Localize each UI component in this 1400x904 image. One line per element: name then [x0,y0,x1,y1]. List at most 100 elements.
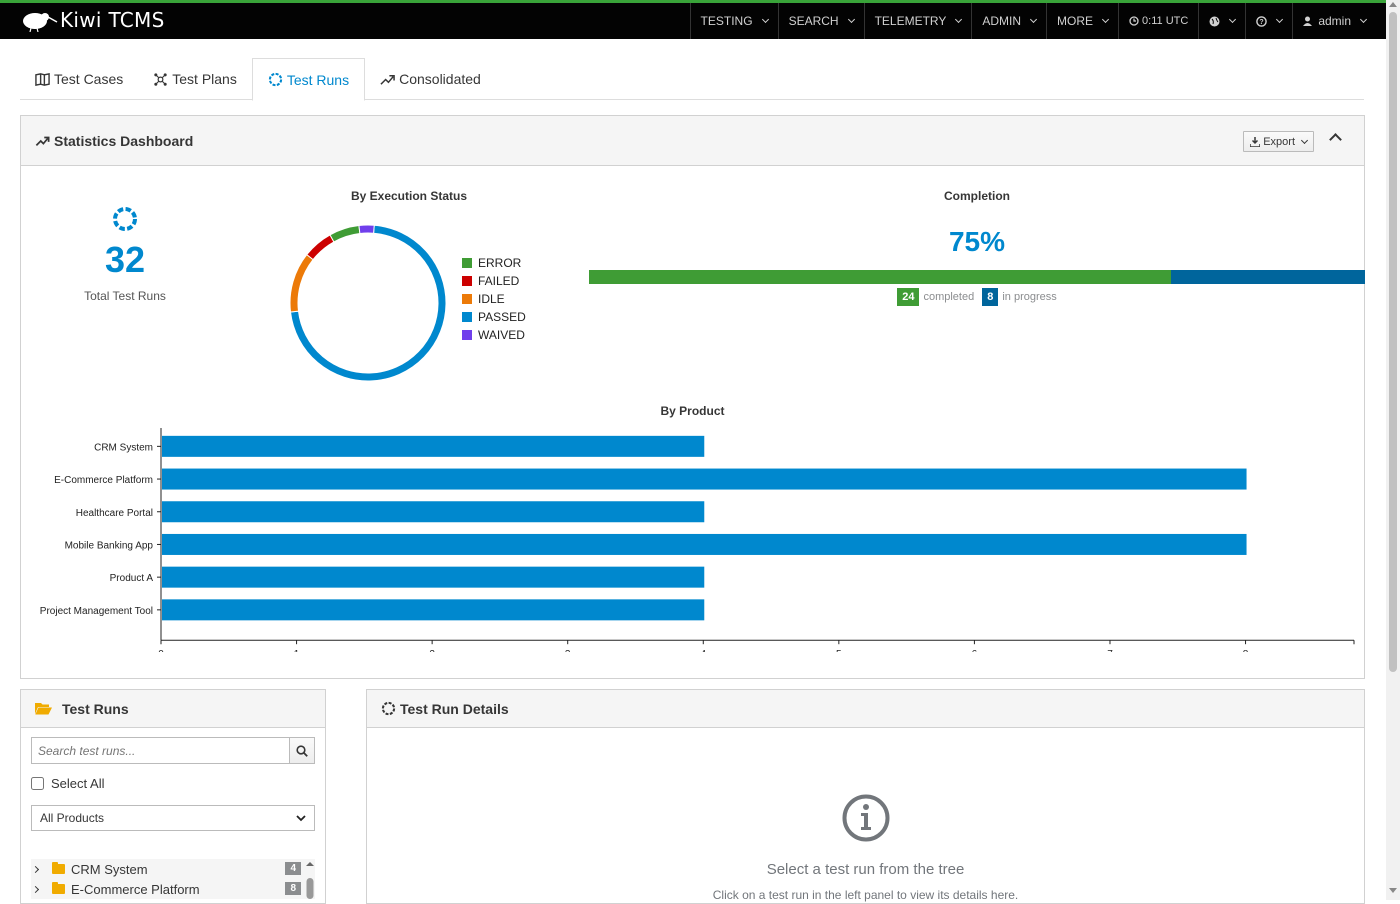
trend-icon [35,136,50,146]
donut-slice-waived[interactable] [358,224,375,235]
legend-swatch [462,276,472,286]
tab-test-cases-label: Test Cases [54,71,124,87]
legend-item-idle[interactable]: IDLE [462,290,526,308]
user-icon [1303,16,1313,26]
search-button[interactable] [290,737,315,764]
x-tick-label: 7 [1107,649,1113,652]
tree-scrollbar[interactable] [305,859,315,899]
legend-label: PASSED [478,310,526,324]
test-runs-header: Test Runs [21,690,325,728]
donut-slice-idle[interactable] [289,253,314,313]
select-all-checkbox[interactable] [31,777,44,790]
tree-node[interactable]: E-Commerce Platform 8 [31,879,315,899]
completion-percent: 75% [948,226,1006,257]
product-filter-select[interactable]: All Products [31,805,315,831]
legend-swatch [462,258,472,268]
user-label: admin [1318,14,1351,28]
category-label: Healthcare Portal [76,508,153,519]
tab-consolidated[interactable]: Consolidated [365,58,496,100]
svg-text:?: ? [1260,19,1264,26]
legend-item-error[interactable]: ERROR [462,254,526,272]
chevron-right-icon[interactable] [31,865,40,873]
spinner-icon [381,701,396,716]
scrollbar-thumb[interactable] [1389,12,1397,672]
completion-title: Completion [944,189,1010,203]
details-header: Test Run Details [367,690,1364,728]
select-all-control[interactable]: Select All [31,776,104,791]
bar-crm-system[interactable] [162,435,705,457]
tree-node[interactable]: CRM System 4 [31,859,315,879]
run-search [31,737,315,764]
test-run-tree: CRM System 4 E-Commerce Platform 8 [31,859,315,899]
scroll-up-icon[interactable] [1389,2,1397,7]
completion-progress-bar [589,270,1365,284]
legend-item-passed[interactable]: PASSED [462,308,526,326]
chevron-right-icon[interactable] [31,885,40,893]
total-runs-card: 32 Total Test Runs [81,206,169,303]
book-icon [35,72,50,86]
legend-swatch [462,294,472,304]
page-scrollbar[interactable] [1386,0,1400,900]
bar-mobile-banking-app[interactable] [162,533,1247,555]
tree-node-count: 8 [285,882,301,895]
statistics-dashboard: Statistics Dashboard Export 32 Total Tes… [20,115,1365,679]
in-progress-label: in progress [1002,291,1057,303]
dashboard-title: Statistics Dashboard [54,132,194,149]
nav-testing-label: TESTING [700,14,753,28]
select-all-label: Select All [51,776,105,791]
in-progress-legend: 8 in progress [982,288,1057,306]
in-progress-count-badge: 8 [982,288,999,306]
x-tick-label: 6 [972,649,978,652]
nav-search[interactable]: SEARCH [777,3,864,39]
tree-node-label: CRM System [71,861,148,877]
category-label: Project Management Tool [40,606,153,617]
product-bar-chart: 0 1 2 3 4 5 6 7 8 CRM System E-Commerce Platform He… [40,428,1355,652]
chevron-down-icon [1359,15,1368,24]
test-run-details-panel: Test Run Details Select a test run from … [366,689,1365,904]
legend-label: WAIVED [478,328,525,342]
chevron-down-icon [955,15,963,24]
donut-slice-failed[interactable] [306,234,335,261]
tab-test-plans[interactable]: Test Plans [138,58,252,100]
tab-test-runs-label: Test Runs [286,71,350,88]
tab-consolidated-label: Consolidated [399,71,481,87]
tab-test-plans-label: Test Plans [172,71,237,87]
legend-item-waived[interactable]: WAIVED [462,326,526,344]
globe-icon [1209,16,1220,26]
search-input[interactable] [31,737,290,764]
bar-e-commerce-platform[interactable] [162,468,1247,490]
legend-label: FAILED [478,274,520,288]
nav-help[interactable]: ? [1245,3,1292,39]
bar-healthcare-portal[interactable] [162,501,705,523]
nav-telemetry[interactable]: TELEMETRY [863,3,972,39]
tab-test-cases[interactable]: Test Cases [20,58,138,100]
scroll-down-icon[interactable] [1389,888,1397,893]
clock-label: 0:11 UTC [1142,15,1189,27]
chevron-down-icon [1030,15,1038,24]
donut-slice-error[interactable] [329,224,361,243]
bar-project-management-tool[interactable] [162,599,705,621]
brand-link[interactable]: Kiwi TCMS [18,8,165,32]
bar-product-a[interactable] [162,566,705,588]
x-tick-label: 8 [1243,649,1249,652]
export-button[interactable]: Export [1243,131,1314,152]
nav-admin[interactable]: ADMIN [971,3,1046,39]
tab-test-runs[interactable]: Test Runs [251,58,366,101]
status-chart-title: By Execution Status [350,189,468,203]
completion-progress-fill [589,270,1171,284]
x-tick-label: 5 [836,649,842,652]
nav-clock[interactable]: 0:11 UTC [1118,3,1198,39]
nav-user[interactable]: admin [1292,3,1386,39]
legend-item-failed[interactable]: FAILED [462,272,526,290]
legend-swatch [462,330,472,340]
nav-more[interactable]: MORE [1046,3,1118,39]
x-tick-label: 3 [565,649,571,652]
category-label: Product A [110,573,154,584]
category-label: E-Commerce Platform [54,475,153,486]
nav-testing[interactable]: TESTING [689,3,778,39]
completed-legend: 24 completed [897,288,974,306]
tree-node-count: 4 [285,862,301,875]
x-tick-label: 4 [700,649,706,652]
category-label: CRM System [94,442,153,453]
nav-language[interactable] [1198,3,1245,39]
